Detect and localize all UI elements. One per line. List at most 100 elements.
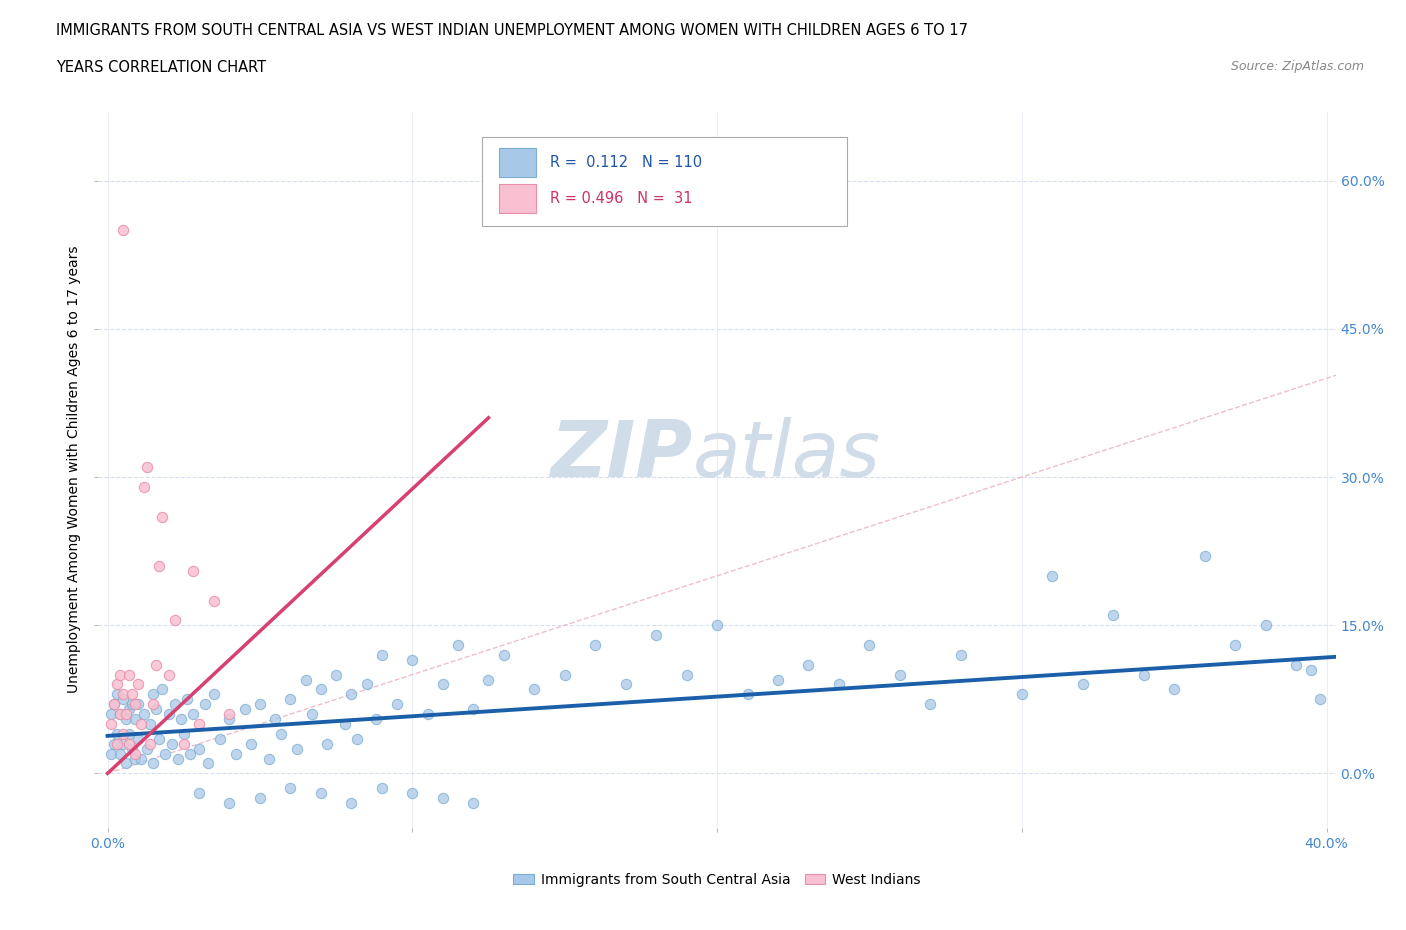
Point [118, 667, 141, 682]
Point [583, 638, 606, 653]
Point [371, 781, 394, 796]
Point [124, 746, 146, 761]
Point [270, 726, 292, 741]
Point [1011, 687, 1033, 702]
Point [170, 711, 193, 726]
Point [111, 737, 134, 751]
Point [103, 697, 125, 711]
Point [463, 702, 485, 717]
Text: ZIP: ZIP [550, 418, 692, 493]
Point [194, 697, 217, 711]
Point [111, 687, 134, 702]
Point [108, 746, 131, 761]
Point [301, 707, 323, 722]
Point [108, 667, 131, 682]
Point [309, 786, 332, 801]
Point [188, 786, 211, 801]
Point [706, 618, 728, 632]
Point [239, 737, 262, 751]
Point [675, 667, 697, 682]
Point [316, 737, 339, 751]
Point [121, 697, 143, 711]
Point [1071, 677, 1094, 692]
Point [134, 480, 156, 495]
Point [1223, 638, 1246, 653]
Point [371, 647, 394, 662]
Point [1254, 618, 1277, 632]
Point [1301, 662, 1323, 677]
Point [121, 741, 143, 756]
Point [118, 726, 141, 741]
Point [202, 687, 225, 702]
Point [129, 751, 152, 766]
Point [129, 716, 152, 731]
Point [225, 746, 247, 761]
Y-axis label: Unemployment Among Women with Children Ages 6 to 17 years: Unemployment Among Women with Children A… [67, 246, 82, 694]
Point [105, 677, 128, 692]
Text: R = 0.496   N =  31: R = 0.496 N = 31 [550, 191, 693, 206]
Point [124, 711, 146, 726]
Point [432, 790, 454, 805]
Point [202, 593, 225, 608]
Point [335, 716, 357, 731]
Point [166, 751, 188, 766]
Point [152, 682, 174, 697]
Point [176, 692, 198, 707]
Point [155, 746, 177, 761]
Text: Source: ZipAtlas.com: Source: ZipAtlas.com [1230, 60, 1364, 73]
Point [523, 682, 546, 697]
Point [401, 786, 423, 801]
Point [340, 687, 363, 702]
Point [181, 564, 204, 578]
Point [100, 716, 122, 731]
Point [1194, 549, 1216, 564]
Point [121, 687, 143, 702]
Point [264, 711, 287, 726]
Point [340, 795, 363, 810]
Point [105, 737, 128, 751]
FancyBboxPatch shape [482, 137, 846, 226]
Point [105, 726, 128, 741]
Point [111, 726, 134, 741]
Point [294, 672, 316, 687]
Point [124, 697, 146, 711]
Point [249, 790, 271, 805]
Point [163, 613, 186, 628]
Legend: Immigrants from South Central Asia, West Indians: Immigrants from South Central Asia, West… [508, 868, 927, 893]
Point [447, 638, 470, 653]
Point [309, 682, 332, 697]
Point [218, 795, 240, 810]
Point [148, 559, 170, 574]
Point [142, 697, 165, 711]
Point [111, 222, 134, 237]
Point [280, 692, 302, 707]
Point [127, 697, 149, 711]
Point [181, 707, 204, 722]
FancyBboxPatch shape [499, 184, 537, 213]
Point [157, 707, 180, 722]
Point [127, 731, 149, 746]
Point [645, 628, 668, 643]
Point [554, 667, 576, 682]
Point [249, 697, 271, 711]
Point [280, 781, 302, 796]
Point [949, 647, 972, 662]
Point [118, 737, 141, 751]
Point [139, 716, 162, 731]
Point [142, 756, 165, 771]
Point [103, 697, 125, 711]
Point [108, 707, 131, 722]
Point [1309, 692, 1331, 707]
Point [111, 692, 134, 707]
Point [1163, 682, 1185, 697]
Point [103, 737, 125, 751]
Point [142, 687, 165, 702]
Point [197, 756, 219, 771]
Point [828, 677, 851, 692]
Point [356, 677, 378, 692]
Point [209, 731, 232, 746]
Point [492, 647, 515, 662]
Point [364, 711, 387, 726]
Text: IMMIGRANTS FROM SOUTH CENTRAL ASIA VS WEST INDIAN UNEMPLOYMENT AMONG WOMEN WITH : IMMIGRANTS FROM SOUTH CENTRAL ASIA VS WE… [56, 23, 969, 38]
Point [100, 746, 122, 761]
